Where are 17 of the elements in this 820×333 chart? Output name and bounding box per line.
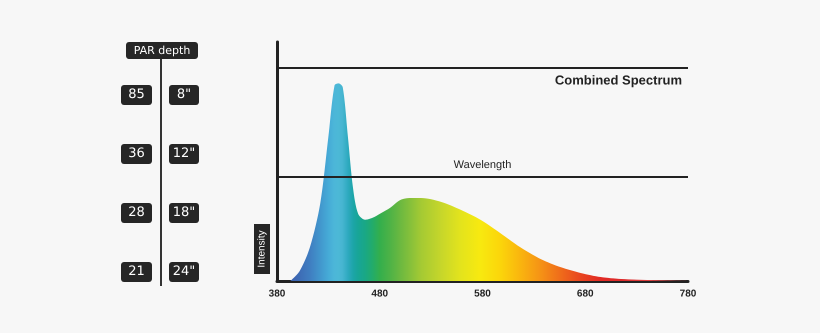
- text: 28: [121, 203, 152, 223]
- x-tick-label: 580: [474, 288, 492, 300]
- ref-line-label: Combined Spectrum: [554, 72, 682, 88]
- ref-line-label: Wavelength: [454, 158, 512, 171]
- x-tick-label: 780: [680, 288, 697, 300]
- text: 18": [169, 203, 199, 223]
- y-axis-title: Intensity: [256, 230, 268, 268]
- text: 12": [169, 144, 199, 164]
- text: 21: [121, 262, 152, 282]
- x-tick-label: 680: [576, 288, 594, 300]
- text: PAR depth: [134, 44, 190, 57]
- text: 85: [121, 85, 152, 105]
- text: 8": [169, 85, 199, 105]
- text: 36: [121, 144, 152, 164]
- x-tick-label: 480: [371, 288, 389, 300]
- text: 24": [169, 262, 199, 282]
- x-tick-label: 380: [268, 288, 286, 300]
